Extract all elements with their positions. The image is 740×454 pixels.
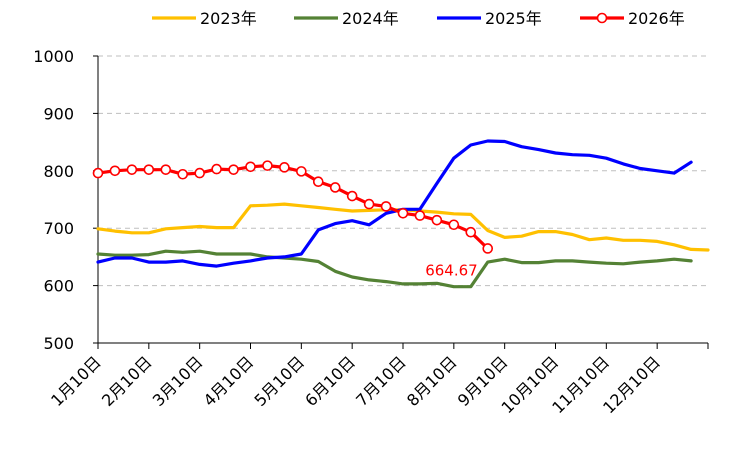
x-tick-label: 1月10日 bbox=[47, 352, 105, 410]
x-tick-label: 4月10日 bbox=[200, 352, 258, 410]
y-tick-label: 600 bbox=[43, 277, 74, 296]
data-point-2026年 bbox=[211, 163, 222, 175]
axis-layer bbox=[93, 55, 709, 349]
data-point-2026年 bbox=[177, 168, 189, 180]
data-point-2026年 bbox=[363, 198, 375, 210]
data-point-2026年 bbox=[312, 176, 324, 188]
data-point-2026年 bbox=[397, 207, 409, 219]
data-point-2026年 bbox=[92, 167, 104, 179]
legend: 2023年 2024年 2025年 2026年 bbox=[152, 9, 685, 28]
data-label: 664.67 bbox=[425, 261, 478, 279]
y-tick-label: 900 bbox=[43, 104, 74, 123]
data-point-2026年 bbox=[228, 164, 239, 175]
x-tick-label: 3月10日 bbox=[149, 352, 207, 410]
series-line-2025年 bbox=[96, 139, 693, 268]
data-point-2026年 bbox=[126, 164, 138, 175]
data-point-2026年 bbox=[346, 190, 358, 202]
data-point-2026年 bbox=[262, 160, 273, 171]
data-point-2026年 bbox=[448, 219, 460, 231]
series-layer bbox=[92, 139, 710, 289]
legend-marker bbox=[596, 12, 608, 24]
data-point-2026年 bbox=[143, 164, 155, 175]
y-tick-label: 500 bbox=[43, 334, 74, 353]
data-point-2026年 bbox=[160, 164, 172, 175]
x-tick-label: 5月10日 bbox=[250, 352, 308, 410]
y-tick-label: 1000 bbox=[33, 47, 74, 66]
data-point-2026年 bbox=[245, 161, 256, 173]
x-tick-label: 7月10日 bbox=[352, 352, 410, 410]
data-point-2026年 bbox=[109, 165, 121, 177]
series-line-2026年 bbox=[96, 164, 490, 251]
legend-label: 2023年 bbox=[200, 9, 257, 28]
y-tick-label: 700 bbox=[43, 219, 74, 238]
data-point-2026年 bbox=[296, 166, 307, 177]
data-point-2026年 bbox=[380, 201, 392, 212]
data-point-2026年 bbox=[482, 243, 494, 254]
data-point-2026年 bbox=[465, 226, 477, 238]
x-tick-label: 2月10日 bbox=[98, 352, 156, 410]
legend-label: 2024年 bbox=[342, 9, 399, 28]
data-point-2026年 bbox=[279, 162, 290, 173]
series-line-2024年 bbox=[96, 249, 693, 289]
y-tick-label: 800 bbox=[43, 162, 74, 181]
data-point-2026年 bbox=[194, 167, 205, 179]
data-point-2026年 bbox=[414, 210, 426, 221]
x-tick-label: 6月10日 bbox=[301, 352, 359, 410]
legend-label: 2026年 bbox=[628, 9, 685, 28]
legend-label: 2025年 bbox=[485, 9, 542, 28]
data-point-2026年 bbox=[431, 214, 443, 226]
data-point-2026年 bbox=[329, 182, 341, 193]
x-tick-label: 8月10日 bbox=[403, 352, 461, 410]
